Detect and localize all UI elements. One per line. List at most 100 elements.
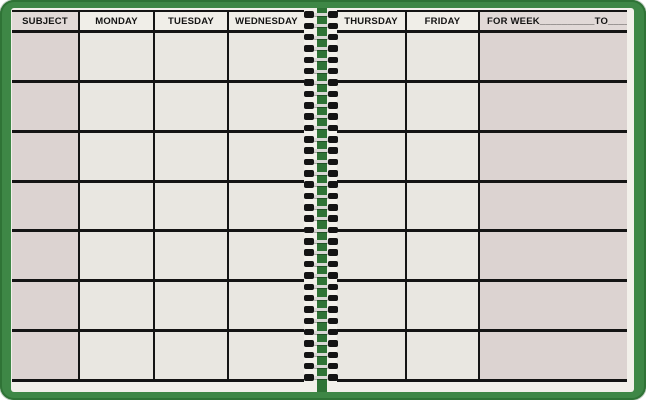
coil-end-left-icon [304,204,314,211]
coil-end-right-icon [328,283,338,290]
header-monday: MONDAY [80,12,155,30]
coil-end-left-icon [304,249,314,256]
cell-friday-r5 [407,232,480,280]
left_page-row-7 [12,332,304,380]
binding-coil [304,374,338,381]
coil-wire [314,251,328,255]
coil-wire [314,69,328,73]
coil-end-right-icon [328,340,338,347]
coil-end-left-icon [304,340,314,347]
binding-coil [304,249,338,256]
binding-coil [304,67,338,75]
coil-end-right-icon [328,192,338,200]
binding-coil [304,272,338,279]
binding-coil [304,45,338,52]
binding-coil [304,238,338,245]
coil-end-left-icon [304,124,314,132]
coil-end-right-icon [328,113,338,120]
coil-end-right-icon [328,249,338,256]
coil-end-right-icon [328,181,338,188]
cell-tuesday-r7 [155,332,229,380]
cell-for-week-r4 [480,182,627,230]
cell-friday-r3 [407,132,480,180]
cell-wednesday-r2 [229,82,304,130]
coil-wire [314,13,328,16]
binding-coil [304,362,338,370]
cell-subject-r7 [12,332,80,380]
coil-wire [314,92,328,96]
cell-monday-r4 [80,182,155,230]
cell-subject-r5 [12,232,80,280]
coil-wire [314,47,328,51]
binding-coil [304,283,338,290]
binding-coil [304,294,338,302]
binding-seam [317,8,327,392]
coil-end-right-icon [328,272,338,279]
coil-end-left-icon [304,192,314,200]
left_page-row-2 [12,82,304,133]
cell-for-week-r3 [480,132,627,180]
header-wednesday: WEDNESDAY [229,12,304,30]
coil-end-right-icon [328,158,338,166]
cell-for-week-r6 [480,282,627,330]
cell-tuesday-r6 [155,282,229,330]
cell-thursday-r6 [337,282,407,330]
coil-end-right-icon [328,215,338,222]
coil-end-left-icon [304,170,314,177]
coil-wire [314,364,328,368]
coil-end-left-icon [304,260,314,268]
binding-coil [304,306,338,313]
right-page-grid: THURSDAY FRIDAY FOR WEEK__________TO____ [337,10,627,382]
coil-end-left-icon [304,215,314,222]
cell-friday-r6 [407,282,480,330]
cell-wednesday-r6 [229,282,304,330]
binding-coil [304,215,338,222]
coil-wire [314,319,328,323]
cell-thursday-r5 [337,232,407,280]
coil-end-left-icon [304,136,314,143]
header-for-week: FOR WEEK__________TO____ [480,12,627,30]
coil-wire [314,273,328,277]
coil-end-left-icon [304,113,314,120]
cell-friday-r2 [407,82,480,130]
coil-wire [314,217,328,221]
binding-coil [304,90,338,98]
binding-coil [304,328,338,336]
coil-end-right-icon [328,362,338,370]
coil-wire [314,149,328,153]
coil-wire [314,341,328,345]
left-page: SUBJECT MONDAY TUESDAY WEDNESDAY [11,8,317,392]
cell-subject-r4 [12,182,80,230]
cell-friday-r1 [407,33,480,80]
coil-end-left-icon [304,67,314,75]
coil-end-left-icon [304,90,314,98]
coil-end-right-icon [328,328,338,336]
coil-wire [314,285,328,289]
coil-end-right-icon [328,67,338,75]
cell-tuesday-r2 [155,82,229,130]
coil-wire [314,35,328,39]
right_page-row-5 [337,232,627,283]
coil-wire [314,137,328,141]
coil-end-right-icon [328,226,338,234]
cell-tuesday-r3 [155,132,229,180]
binding-coil [304,33,338,41]
right_page-row-6 [337,282,627,333]
cell-monday-r3 [80,132,155,180]
coil-end-right-icon [328,170,338,177]
coil-end-right-icon [328,351,338,359]
left_page-row-3 [12,132,304,183]
coil-end-right-icon [328,317,338,325]
cell-monday-r1 [80,33,155,80]
cell-wednesday-r1 [229,33,304,80]
coil-end-right-icon [328,238,338,245]
cell-friday-r7 [407,332,480,380]
binding-coil [304,147,338,154]
coil-end-right-icon [328,45,338,52]
coil-end-left-icon [304,56,314,64]
binding-coil [304,124,338,132]
header-tuesday: TUESDAY [155,12,229,30]
coil-wire [314,330,328,334]
cell-tuesday-r5 [155,232,229,280]
